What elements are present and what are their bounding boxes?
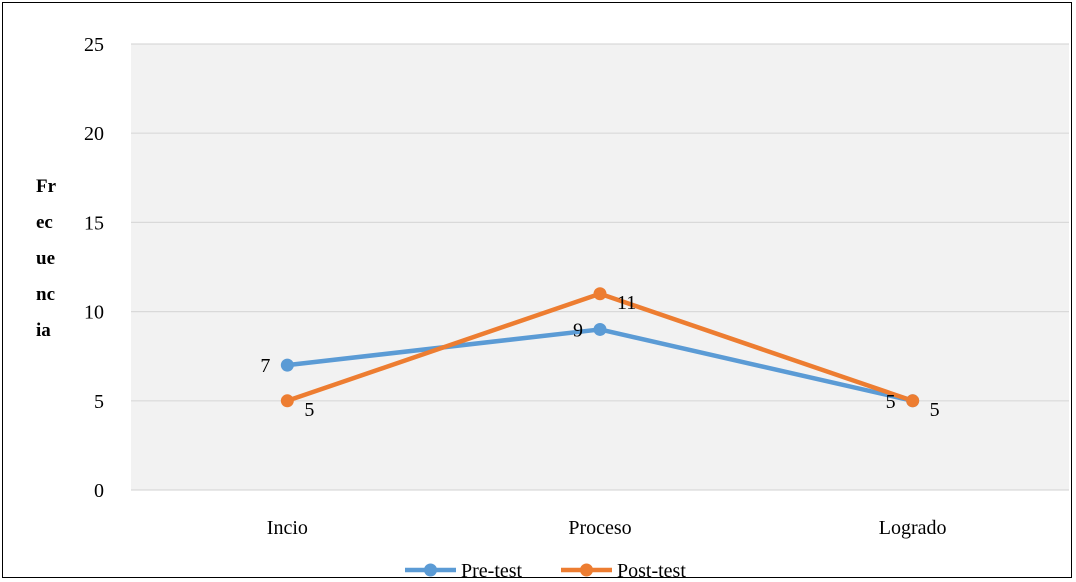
y-axis-label-line: ec [36, 212, 53, 233]
x-tick-label: Proceso [568, 517, 631, 539]
data-point [593, 322, 607, 336]
data-label: 7 [260, 355, 270, 377]
data-label: 5 [886, 391, 896, 413]
plot-area [131, 44, 1069, 490]
legend-entry-label: Pre-test [461, 560, 523, 582]
y-axis-label-line: nc [36, 284, 55, 305]
data-point [280, 394, 294, 408]
data-point [280, 358, 294, 372]
y-axis-label-line: Fr [36, 176, 57, 197]
data-label: 11 [617, 292, 636, 314]
legend-entry-label: Post-test [617, 560, 686, 582]
data-point [906, 394, 920, 408]
x-tick-label: Logrado [879, 517, 947, 539]
y-tick-label: 25 [84, 34, 104, 56]
data-label: 9 [573, 319, 583, 341]
x-tick-label: Incio [267, 517, 308, 539]
y-axis-ticks: 0 5 10 15 20 25 [84, 34, 104, 502]
data-label: 5 [304, 399, 314, 421]
y-tick-label: 10 [84, 302, 104, 324]
y-axis-label: Fr ec ue nc ia [36, 176, 57, 341]
y-tick-label: 20 [84, 123, 104, 145]
x-axis-ticks: Incio Proceso Logrado [267, 517, 947, 539]
series-markers [280, 287, 920, 408]
data-labels: 7 9 5 5 11 5 [260, 292, 939, 421]
legend-swatch-marker [424, 563, 437, 577]
y-tick-label: 0 [94, 480, 104, 502]
legend: Pre-test Post-test [405, 560, 686, 582]
y-tick-label: 5 [94, 391, 104, 413]
y-axis-label-line: ue [36, 248, 55, 269]
data-point [593, 287, 607, 301]
data-label: 5 [930, 399, 940, 421]
y-tick-label: 15 [84, 212, 104, 234]
legend-swatch-marker [580, 563, 593, 577]
y-axis-label-line: ia [36, 320, 51, 341]
